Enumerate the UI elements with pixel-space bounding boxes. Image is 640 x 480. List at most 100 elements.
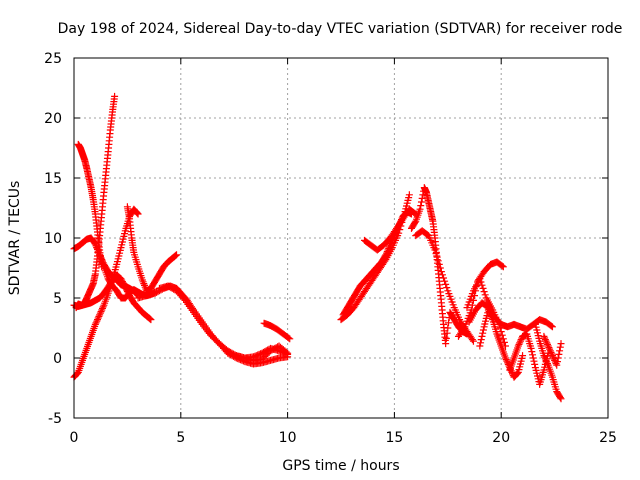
data-point	[549, 353, 557, 361]
x-tick-label: 25	[599, 430, 617, 446]
x-tick-label: 5	[176, 430, 185, 446]
data-point	[542, 356, 550, 364]
data-point	[486, 309, 494, 317]
data-point	[442, 280, 450, 288]
data-point	[503, 357, 511, 365]
data-point	[557, 395, 565, 403]
y-tick-label: 0	[53, 351, 62, 367]
y-tick-label: -5	[48, 411, 62, 427]
data-marks	[70, 92, 565, 403]
data-point	[73, 370, 81, 378]
data-point	[478, 281, 486, 289]
data-point	[479, 326, 487, 334]
data-point	[541, 334, 549, 342]
data-point	[513, 370, 521, 378]
data-point	[417, 202, 425, 210]
data-point	[502, 356, 510, 364]
data-point	[477, 336, 485, 344]
data-point	[517, 336, 525, 344]
data-point	[501, 354, 509, 362]
data-point	[528, 348, 536, 356]
data-point	[548, 323, 556, 331]
data-point	[480, 288, 488, 296]
data-point	[540, 332, 548, 340]
data-point	[530, 357, 538, 365]
data-point	[547, 322, 555, 330]
data-point	[555, 350, 563, 358]
data-point	[546, 345, 554, 353]
data-point	[541, 353, 549, 361]
data-point	[514, 342, 522, 350]
data-point	[93, 316, 101, 324]
data-point	[484, 306, 492, 314]
series-arc-21	[506, 330, 552, 388]
x-tick-label: 15	[385, 430, 403, 446]
data-point	[443, 284, 451, 292]
series-arc-19	[465, 299, 556, 333]
data-point	[499, 335, 507, 343]
grid	[74, 58, 608, 418]
data-point	[95, 312, 103, 320]
data-point	[556, 347, 564, 355]
data-point	[431, 246, 439, 254]
data-point	[440, 274, 448, 282]
data-point	[436, 264, 444, 272]
data-point	[541, 355, 549, 363]
data-point	[550, 355, 558, 363]
data-point	[94, 314, 102, 322]
data-point	[91, 320, 99, 328]
data-point	[469, 296, 477, 304]
series-arc-23	[540, 332, 565, 369]
data-point	[543, 339, 551, 347]
data-point	[442, 340, 450, 348]
y-tick-label: 20	[44, 111, 62, 127]
data-point	[504, 359, 512, 367]
data-point	[478, 332, 486, 340]
data-point	[479, 284, 487, 292]
data-point	[543, 358, 551, 366]
data-point	[445, 319, 453, 327]
data-point	[545, 344, 553, 352]
data-point	[285, 334, 293, 342]
data-point	[97, 308, 105, 316]
data-point	[514, 369, 522, 377]
data-point	[173, 251, 181, 259]
data-point	[541, 336, 549, 344]
data-point	[477, 278, 485, 286]
data-point	[540, 352, 548, 360]
data-point	[476, 342, 484, 350]
data-point	[96, 309, 104, 317]
data-point	[498, 262, 506, 270]
data-point	[543, 340, 551, 348]
data-point	[419, 191, 427, 199]
data-point	[443, 329, 451, 337]
series-arc-11	[260, 319, 294, 343]
x-tick-label: 0	[70, 430, 79, 446]
data-point	[485, 308, 493, 316]
data-point	[469, 337, 477, 345]
data-point	[476, 275, 484, 283]
y-tick-label: 10	[44, 231, 62, 247]
data-point	[92, 319, 100, 327]
y-tick-label: 25	[44, 51, 62, 67]
data-point	[435, 260, 443, 268]
series-arc-2	[74, 140, 106, 271]
data-point	[488, 314, 496, 322]
data-point	[499, 263, 507, 271]
data-point	[381, 257, 389, 265]
data-point	[481, 291, 489, 299]
axis-ticks: 0 5 10 15 20 25 -5 0 5 10 15 20 25	[44, 51, 617, 446]
series-arc-12	[339, 208, 415, 319]
data-point	[468, 336, 476, 344]
data-point	[516, 337, 524, 345]
data-point	[542, 337, 550, 345]
data-point	[111, 92, 119, 100]
y-tick-label: 15	[44, 171, 62, 187]
data-point	[531, 360, 539, 368]
data-point	[547, 348, 555, 356]
series-arc-7	[123, 203, 181, 295]
data-point	[96, 311, 104, 319]
data-point	[147, 316, 155, 324]
data-point	[442, 334, 450, 342]
